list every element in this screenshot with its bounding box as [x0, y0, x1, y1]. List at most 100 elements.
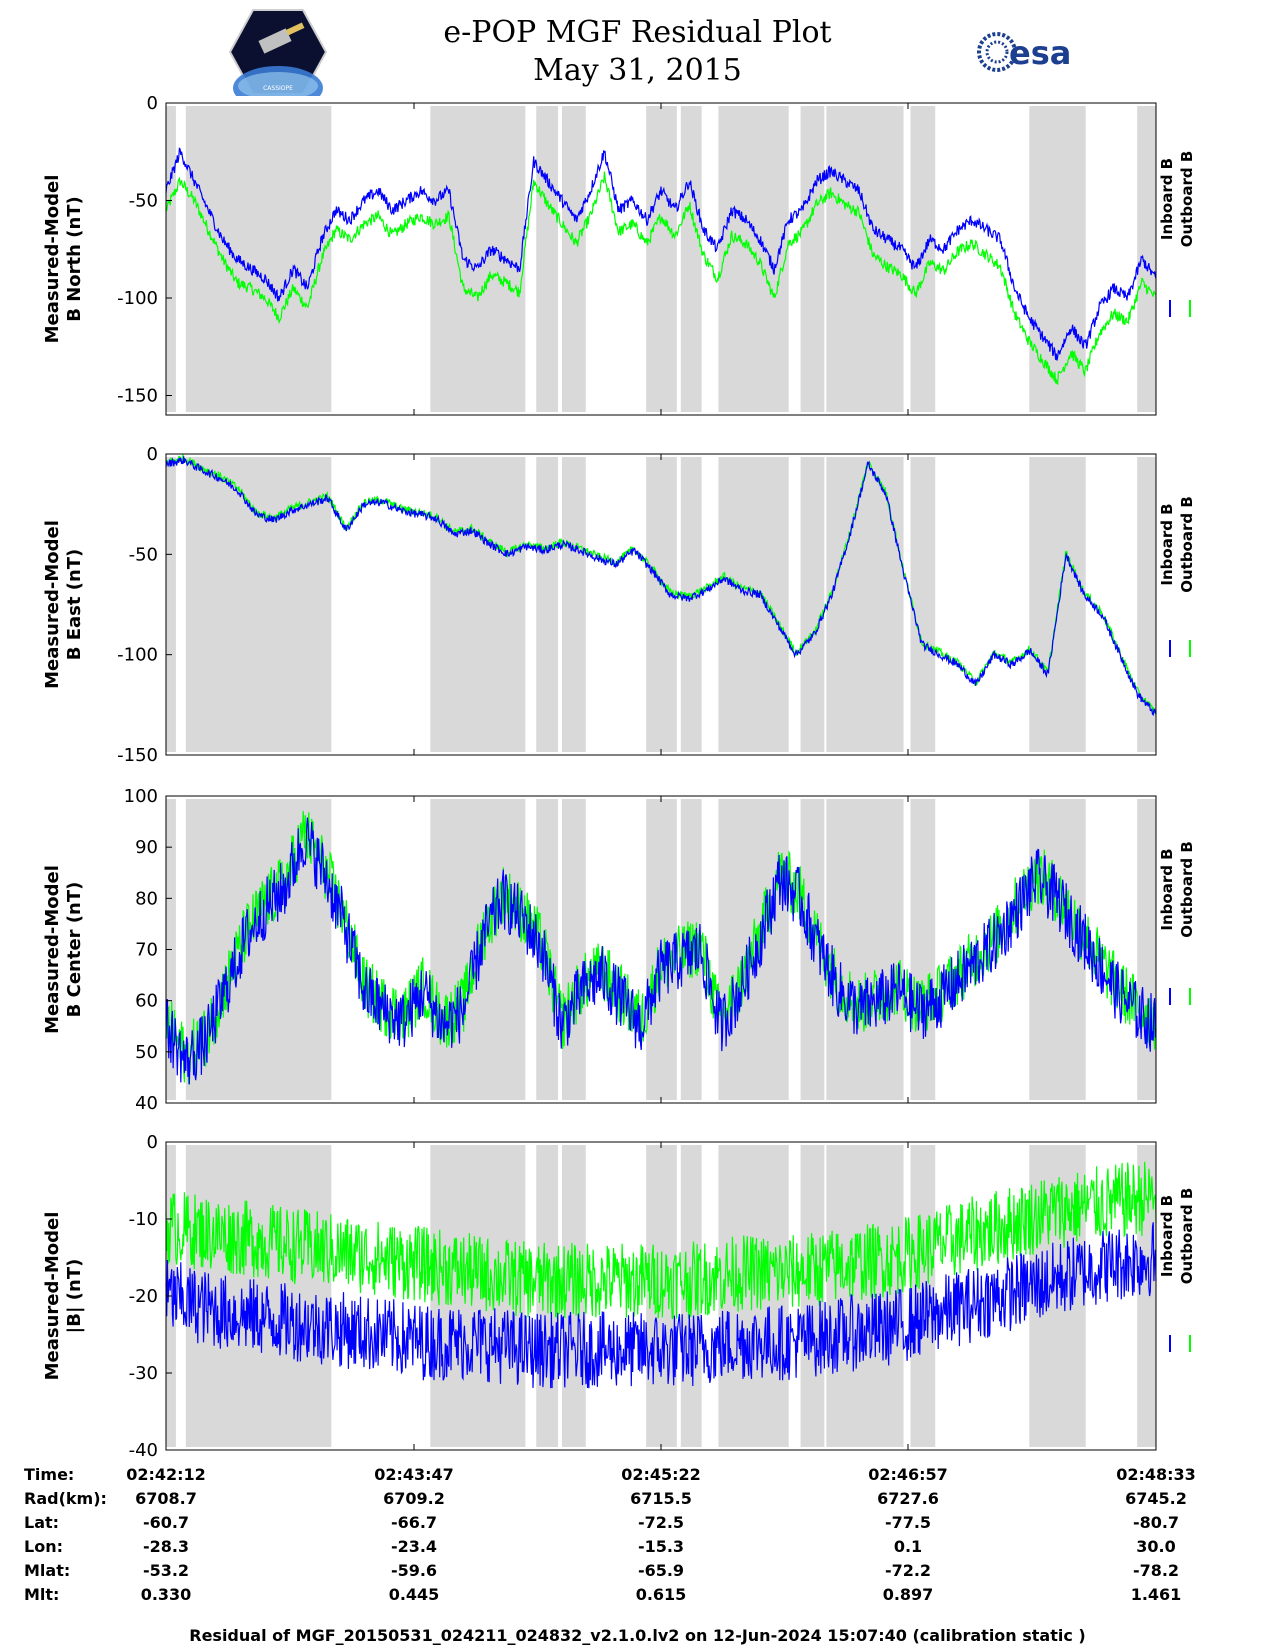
y-axis-label-line: Measured-Model — [42, 175, 63, 344]
x-axis-row-value: -60.7 — [143, 1513, 189, 1532]
cassiope-logo: CASSIOPE — [228, 9, 328, 96]
y-axis-label: Measured-ModelB East (nT) — [42, 520, 85, 689]
x-axis-row-value: -80.7 — [1133, 1513, 1179, 1532]
shade-segment — [536, 799, 559, 1100]
plot-title-date: May 31, 2015 — [533, 53, 742, 88]
x-axis-row-value: 30.0 — [1136, 1537, 1175, 1556]
y-axis-label: Measured-Model|B| (nT) — [42, 1212, 85, 1381]
shade-segment — [185, 106, 332, 412]
shade-segment — [185, 457, 332, 752]
shade-segment — [826, 799, 904, 1100]
y-tick-label: -20 — [129, 1286, 158, 1307]
y-axis-label-line: Measured-Model — [42, 520, 63, 689]
x-axis-info-table: Time: 02:42:12 02:43:47 02:45:22 02:46:57 02:… — [24, 1465, 1196, 1604]
y-tick-label: -100 — [117, 645, 158, 666]
x-axis-row-value: 0.615 — [636, 1585, 687, 1604]
shade-segment — [562, 106, 586, 412]
shade-segment — [1137, 1145, 1156, 1447]
x-axis-row-value: -59.6 — [391, 1561, 437, 1580]
shade-segment — [718, 1145, 789, 1447]
x-axis-row-value: 6709.2 — [383, 1489, 445, 1508]
panel-1: 0 -50 -100 -150 Measured-ModelB North (nT) In… — [42, 93, 1196, 416]
shade-segment — [1029, 799, 1086, 1100]
x-axis-row-value: 6715.5 — [630, 1489, 692, 1508]
plot-title: e-POP MGF Residual Plot May 31, 2015 — [0, 14, 1275, 90]
x-axis-row-value: 0.445 — [389, 1585, 440, 1604]
legend-outboard-label: Outboard B — [1178, 1188, 1196, 1285]
shade-segment — [646, 106, 677, 412]
shade-segment — [910, 106, 936, 412]
series-inboard-line — [165, 817, 1157, 1085]
x-axis-row-value: -23.4 — [391, 1537, 437, 1556]
shade-segment — [646, 457, 677, 752]
shade-segment — [536, 457, 559, 752]
shade-segment — [166, 457, 176, 752]
x-axis-row-value: -77.5 — [885, 1513, 931, 1532]
series-inboard-line — [165, 147, 1157, 361]
x-axis-row-value: -15.3 — [638, 1537, 684, 1556]
shade-segment — [800, 457, 825, 752]
x-axis-row-value: 02:46:57 — [868, 1465, 948, 1484]
x-axis-row-value: -28.3 — [143, 1537, 189, 1556]
legend-inboard-label: Inboard B — [1158, 158, 1176, 240]
y-axis-label-line: |B| (nT) — [64, 1259, 85, 1334]
y-tick-label: 0 — [147, 1132, 158, 1153]
y-axis-label-line: B East (nT) — [64, 549, 85, 661]
y-tick-label: -30 — [129, 1363, 158, 1384]
x-axis-row-value: -65.9 — [638, 1561, 684, 1580]
y-axis-label: Measured-ModelB North (nT) — [42, 175, 85, 344]
shade-segment — [430, 1145, 526, 1447]
legend: Inboard B Outboard B — [1158, 841, 1196, 938]
y-tick-label: -40 — [129, 1440, 158, 1461]
panel-2: 0 -50 -100 -150 Measured-ModelB East (nT) Inb… — [42, 444, 1196, 766]
shade-segment — [1137, 799, 1156, 1100]
y-tick-label: 40 — [135, 1093, 158, 1114]
shade-segment — [910, 799, 936, 1100]
legend: Inboard B Outboard B — [1158, 151, 1196, 248]
shade-segment — [562, 799, 586, 1100]
x-axis-row-value: 02:43:47 — [374, 1465, 454, 1484]
y-tick-label: 70 — [135, 940, 158, 961]
shade-segment — [430, 457, 526, 752]
y-tick-label: 100 — [124, 786, 158, 807]
shade-segment — [1137, 457, 1156, 752]
x-axis-row-value: 02:42:12 — [126, 1465, 206, 1484]
x-axis-row-value: 6727.6 — [877, 1489, 939, 1508]
shade-segment — [826, 106, 904, 412]
y-axis-label: Measured-ModelB Center (nT) — [42, 865, 85, 1034]
y-tick-label: 50 — [135, 1042, 158, 1063]
y-tick-label: 0 — [147, 93, 158, 114]
x-axis-row-label: Time: — [24, 1465, 74, 1484]
shade-segment — [680, 106, 702, 412]
y-axis-label-line: Measured-Model — [42, 865, 63, 1034]
x-axis-row-value: -66.7 — [391, 1513, 437, 1532]
shade-segment — [430, 106, 526, 412]
shade-segment — [800, 1145, 825, 1447]
y-tick-label: -10 — [129, 1209, 158, 1230]
legend-inboard-label: Inboard B — [1158, 1195, 1176, 1277]
shade-segment — [166, 106, 176, 412]
shade-segment — [826, 1145, 904, 1447]
y-axis-label-line: B Center (nT) — [64, 882, 85, 1018]
x-axis-row-value: 0.897 — [883, 1585, 934, 1604]
y-tick-label: 60 — [135, 991, 158, 1012]
y-tick-label: -50 — [129, 191, 158, 212]
y-tick-label: -150 — [117, 745, 158, 766]
series-inboard-line — [165, 456, 1156, 716]
shade-segment — [562, 457, 586, 752]
cassiope-logo-text: CASSIOPE — [263, 85, 293, 92]
legend-inboard-label: Inboard B — [1158, 503, 1176, 585]
legend-outboard-label: Outboard B — [1178, 841, 1196, 938]
shade-segment — [800, 106, 825, 412]
shade-segment — [680, 457, 702, 752]
x-axis-row-label: Mlat: — [24, 1561, 70, 1580]
series-outboard-line — [165, 810, 1157, 1085]
x-axis-row-value: -72.5 — [638, 1513, 684, 1532]
shade-segment — [826, 457, 904, 752]
shade-segment — [1137, 106, 1156, 412]
legend-outboard-label: Outboard B — [1178, 496, 1196, 593]
x-axis-row-value: -53.2 — [143, 1561, 189, 1580]
series-outboard-line — [165, 171, 1157, 386]
legend: Inboard B Outboard B — [1158, 496, 1196, 593]
x-axis-row-value: 0.1 — [894, 1537, 922, 1556]
